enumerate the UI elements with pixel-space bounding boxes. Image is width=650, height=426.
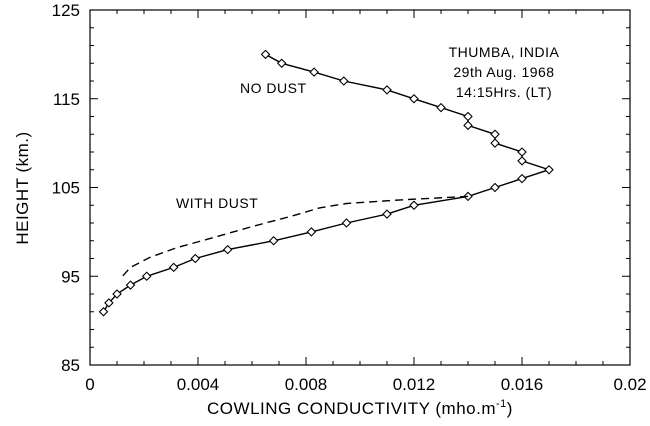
no-dust-point [517,156,527,166]
no-dust-point [544,164,554,175]
x-tick-label: 0.004 [177,375,220,394]
no-dust-point [436,102,446,113]
x-tick-label: 0.02 [613,375,646,394]
y-tick-label: 85 [61,356,80,375]
no-dust-line [102,53,552,313]
x-axis-ticks: 0 0.004 0.008 0.012 0.016 0.02 [85,10,647,394]
no-dust-point [112,289,122,299]
no-dust-point [306,227,317,237]
no-dust-point [341,218,352,228]
no-dust-point [98,306,109,317]
no-dust-point [125,280,136,290]
y-tick-label: 95 [61,267,80,286]
no-dust-point [382,209,392,219]
no-dust-point [190,253,201,264]
no-dust-point [490,129,500,140]
no-dust-point [382,85,392,95]
location-annotation: THUMBA, INDIA [449,44,560,60]
series-layer [98,49,554,317]
y-tick-label: 105 [52,179,80,198]
x-tick-label: 0.012 [393,375,436,394]
no-dust-point [222,244,233,255]
no-dust-point [268,235,279,246]
with-dust-label: WITH DUST [176,195,258,211]
no-dust-point [463,191,473,202]
no-dust-point [276,58,287,69]
y-axis-title: HEIGHT (km.) [13,131,32,244]
no-dust-point [141,271,152,282]
y-tick-label: 115 [53,90,80,109]
no-dust-point [409,93,419,104]
no-dust-point [309,67,319,77]
y-tick-label: 125 [52,1,80,20]
date-annotation: 29th Aug. 1968 [453,64,554,80]
no-dust-point [463,120,473,131]
no-dust-point [517,147,527,157]
no-dust-point [490,138,500,148]
no-dust-label: NO DUST [240,80,307,96]
x-axis-title: COWLING CONDUCTIVITY (mho.m-1) [207,398,513,418]
x-tick-label: 0 [85,375,94,394]
no-dust-point [463,111,473,122]
no-dust-point [490,182,500,193]
x-tick-label: 0.008 [285,375,328,394]
no-dust-point [339,76,349,86]
no-dust-point [409,200,419,211]
no-dust-point [517,173,527,184]
time-annotation: 14:15Hrs. (LT) [456,84,552,100]
no-dust-point [104,298,114,308]
no-dust-point [168,262,179,273]
no-dust-point [260,49,271,60]
y-axis-ticks: 85 95 105 115 125 [52,1,630,375]
x-tick-label: 0.016 [501,375,544,394]
